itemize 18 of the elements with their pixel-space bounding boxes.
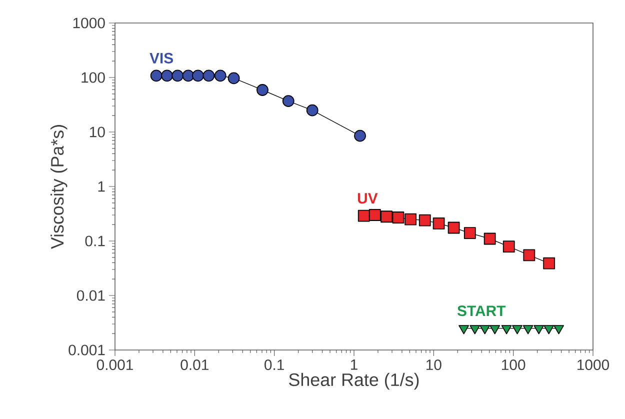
series-label: UV [358, 193, 378, 204]
x-tick-label: 100 [502, 359, 526, 370]
y-tick-label: 100 [82, 72, 105, 83]
y-tick-label: 10 [90, 126, 105, 138]
y-axis-title: Viscosity (Pa*s) [50, 125, 68, 250]
x-tick-label: 0.01 [180, 359, 208, 370]
x-tick-label: 0.1 [264, 359, 284, 370]
y-tick-label: 0.01 [76, 290, 105, 301]
series-label: VIS [150, 52, 173, 64]
y-tick-label: 0.001 [68, 344, 105, 356]
x-tick-label: 1 [350, 359, 358, 370]
x-tick-label: 1000 [578, 359, 610, 370]
y-tick-label: 1 [98, 181, 105, 192]
x-tick-label: 10 [426, 359, 442, 370]
y-tick-label: 0.1 [85, 236, 105, 246]
series-label: START [457, 306, 506, 316]
y-tick-label: 1000 [73, 18, 105, 28]
x-axis-title: Shear Rate (1/s) [289, 372, 419, 390]
